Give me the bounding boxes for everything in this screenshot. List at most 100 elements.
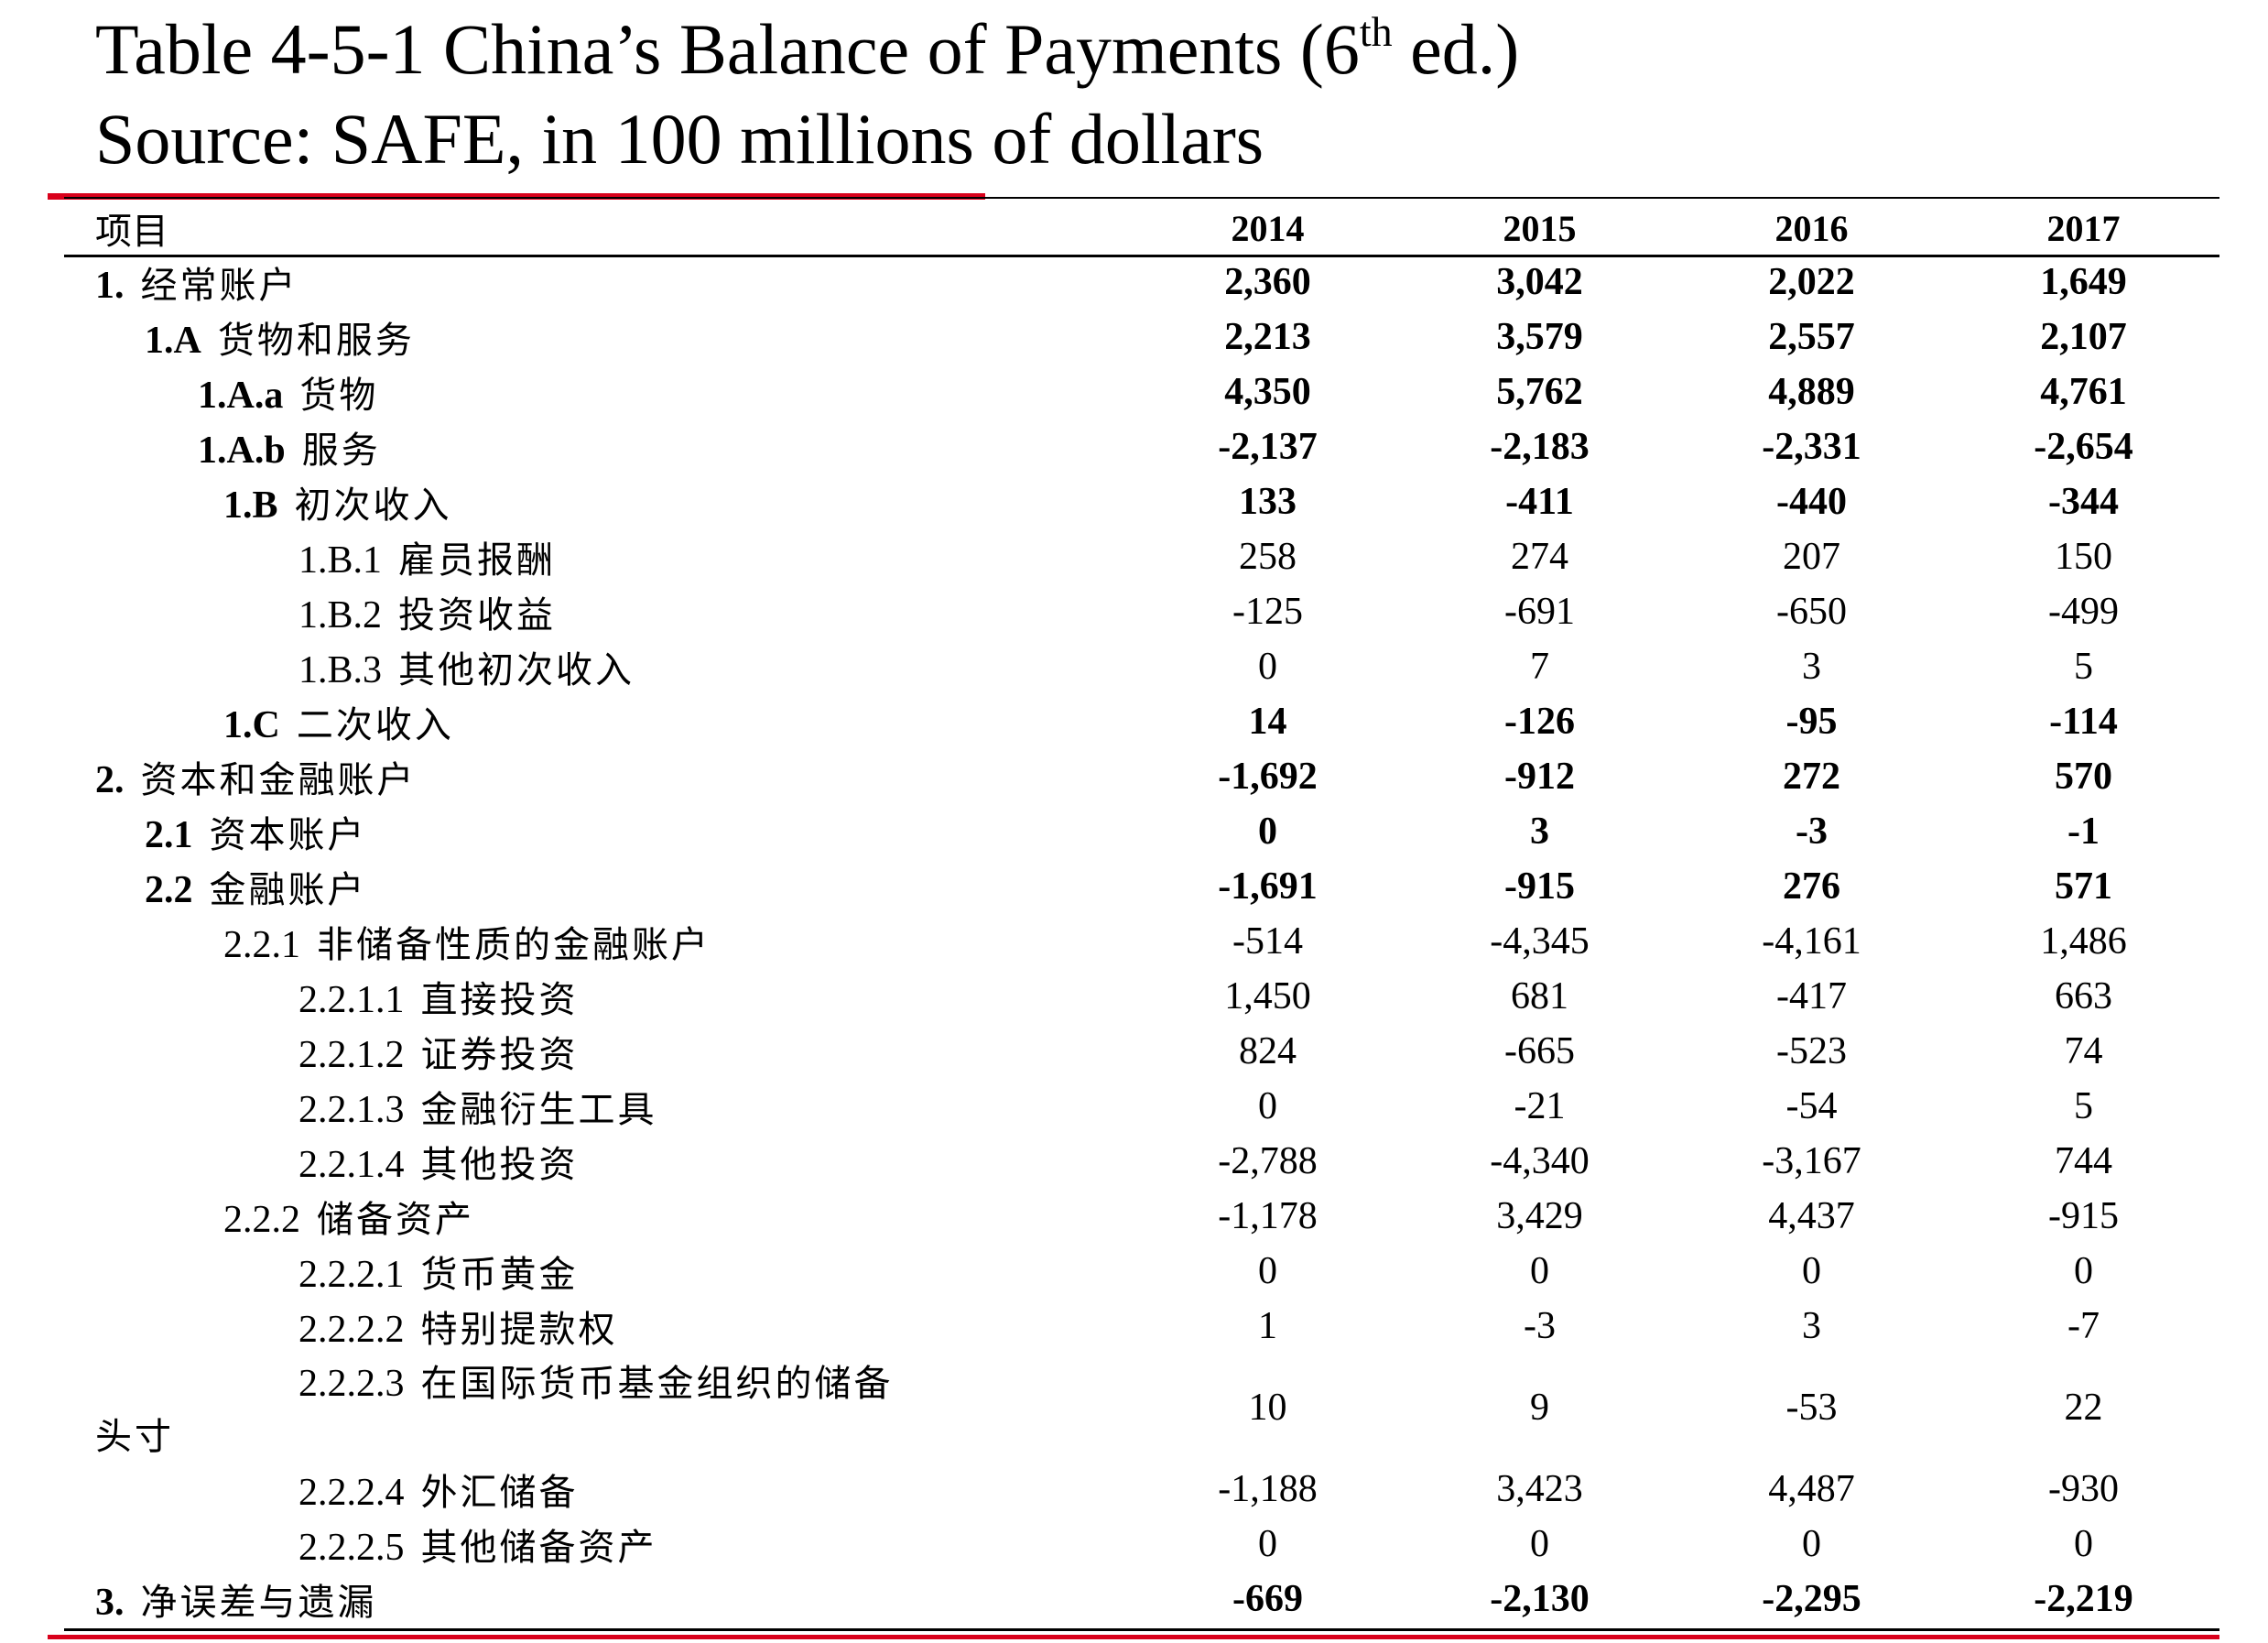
value-cell: -2,137: [1218, 426, 1318, 468]
value-cell: -3,167: [1762, 1140, 1861, 1182]
row-label: 2.2.2.3 在国际货币基金组织的储备 头寸: [64, 1354, 1132, 1462]
row-name: 证券投资: [420, 1034, 579, 1076]
row-code: 2.2.1.3: [298, 1089, 405, 1131]
value-cell: 1: [1258, 1305, 1277, 1347]
row-name: 储备资产: [317, 1199, 474, 1241]
value-cell: -1,178: [1218, 1195, 1318, 1237]
row-name: 非储备性质的金融账户: [317, 924, 711, 966]
value-cell: -2,295: [1762, 1578, 1861, 1620]
table-row: 1.B.3 其他初次收入 0 7 3 5: [64, 639, 2219, 694]
value-cell: 4,487: [1768, 1468, 1855, 1510]
row-name-continued: 头寸: [95, 1416, 174, 1458]
row-label: 1.A 货物和服务: [64, 310, 1132, 365]
value-cell: 14: [1248, 701, 1287, 743]
value-cell: 824: [1239, 1030, 1297, 1072]
table-row: 1.A.a 货物 4,350 5,762 4,889 4,761: [64, 365, 2219, 419]
value-cell: 258: [1239, 536, 1297, 578]
row-label: 3. 净误差与遗漏: [64, 1572, 1132, 1627]
row-code: 1.C: [223, 704, 280, 746]
value-cell: 570: [2055, 756, 2112, 798]
value-cell: -1: [2067, 811, 2100, 853]
column-header-year: 2017: [2046, 207, 2121, 249]
row-label: 1.A.a 货物: [64, 365, 1132, 419]
value-cell: 3,423: [1496, 1468, 1583, 1510]
row-code: 1.A.b: [198, 430, 286, 472]
value-cell: 0: [2074, 1523, 2093, 1565]
value-cell: 22: [2064, 1387, 2103, 1429]
value-cell: -2,788: [1218, 1140, 1318, 1182]
row-code: 2.2.2.1: [298, 1254, 405, 1296]
value-cell: 681: [1511, 975, 1568, 1017]
row-name: 在国际货币基金组织的储备: [420, 1363, 894, 1405]
row-label: 2.2.1.2 证券投资: [64, 1024, 1132, 1079]
value-cell: -126: [1504, 701, 1575, 743]
value-cell: -650: [1776, 591, 1847, 633]
value-cell: -114: [2049, 701, 2118, 743]
value-cell: 0: [1802, 1250, 1821, 1292]
value-cell: 274: [1511, 536, 1568, 578]
value-cell: 133: [1239, 481, 1297, 523]
value-cell: 276: [1783, 865, 1840, 908]
table-top-rule: [64, 197, 2219, 199]
value-cell: -2,219: [2034, 1578, 2133, 1620]
row-label: 1.A.b 服务: [64, 419, 1132, 474]
row-name: 资本和金融账户: [140, 759, 417, 801]
row-code: 1.B.1: [298, 539, 383, 582]
row-name: 二次收入: [296, 704, 454, 746]
page-title: Table 4-5-1 China’s Balance of Payments …: [95, 8, 1520, 89]
row-label: 1.B 初次收入: [64, 474, 1132, 529]
value-cell: -930: [2048, 1468, 2119, 1510]
value-cell: -3: [1796, 811, 1828, 853]
value-cell: 744: [2055, 1140, 2112, 1182]
value-cell: 3,429: [1496, 1195, 1583, 1237]
row-code: 1.B: [223, 484, 278, 527]
value-cell: 4,437: [1768, 1195, 1855, 1237]
row-code: 3.: [95, 1582, 125, 1624]
row-label-wrapped: 2.2.2.3 在国际货币基金组织的储备 头寸: [64, 1354, 1132, 1462]
row-label: 2.2.2.4 外汇储备: [64, 1462, 1132, 1517]
value-cell: 5: [2074, 646, 2093, 688]
value-cell: -4,340: [1490, 1140, 1590, 1182]
row-code: 1.: [95, 265, 125, 307]
value-cell: -4,161: [1762, 920, 1861, 963]
row-code: 2.2.1.2: [298, 1034, 405, 1076]
table-row: 2.2.2 储备资产 -1,178 3,429 4,437 -915: [64, 1189, 2219, 1244]
value-cell: -669: [1232, 1578, 1303, 1620]
value-cell: -691: [1504, 591, 1575, 633]
value-cell: 2,213: [1224, 316, 1311, 358]
row-label: 2.2.2 储备资产: [64, 1189, 1132, 1244]
value-cell: 0: [2074, 1250, 2093, 1292]
row-label: 2.2.1.3 金融衍生工具: [64, 1079, 1132, 1134]
row-name: 初次收入: [294, 484, 452, 527]
table-row: 1.B.2 投资收益 -125 -691 -650 -499: [64, 584, 2219, 639]
table-row: 2.2.1.2 证券投资 824 -665 -523 74: [64, 1024, 2219, 1079]
value-cell: 4,889: [1768, 371, 1855, 413]
value-cell: 3: [1802, 1305, 1821, 1347]
row-code: 1.A.a: [198, 375, 284, 417]
value-cell: -7: [2067, 1305, 2100, 1347]
value-cell: -1,691: [1218, 865, 1318, 908]
row-name: 货物: [299, 375, 379, 417]
row-name: 金融衍生工具: [420, 1089, 657, 1131]
value-cell: 5: [2074, 1085, 2093, 1127]
table-row: 2.2.1.3 金融衍生工具 0 -21 -54 5: [64, 1079, 2219, 1134]
value-cell: 0: [1530, 1523, 1549, 1565]
value-cell: -344: [2048, 481, 2119, 523]
value-cell: 4,350: [1224, 371, 1311, 413]
table-row: 2.2.2.3 在国际货币基金组织的储备 头寸 10 9 -53 22: [64, 1354, 2219, 1462]
row-code: 1.A: [145, 320, 201, 362]
table-row: 3. 净误差与遗漏 -669 -2,130 -2,295 -2,219: [64, 1572, 2219, 1627]
value-cell: 207: [1783, 536, 1840, 578]
row-code: 2.: [95, 759, 125, 801]
table-row: 2. 资本和金融账户 -1,692 -912 272 570: [64, 749, 2219, 804]
value-cell: 9: [1530, 1387, 1549, 1429]
value-cell: -523: [1776, 1030, 1847, 1072]
value-cell: 0: [1530, 1250, 1549, 1292]
value-cell: 4,761: [2040, 371, 2127, 413]
value-cell: 0: [1258, 1250, 1277, 1292]
value-cell: 0: [1258, 1085, 1277, 1127]
value-cell: -53: [1785, 1387, 1838, 1429]
value-cell: -2,130: [1490, 1578, 1590, 1620]
value-cell: -499: [2048, 591, 2119, 633]
value-cell: -514: [1232, 920, 1303, 963]
